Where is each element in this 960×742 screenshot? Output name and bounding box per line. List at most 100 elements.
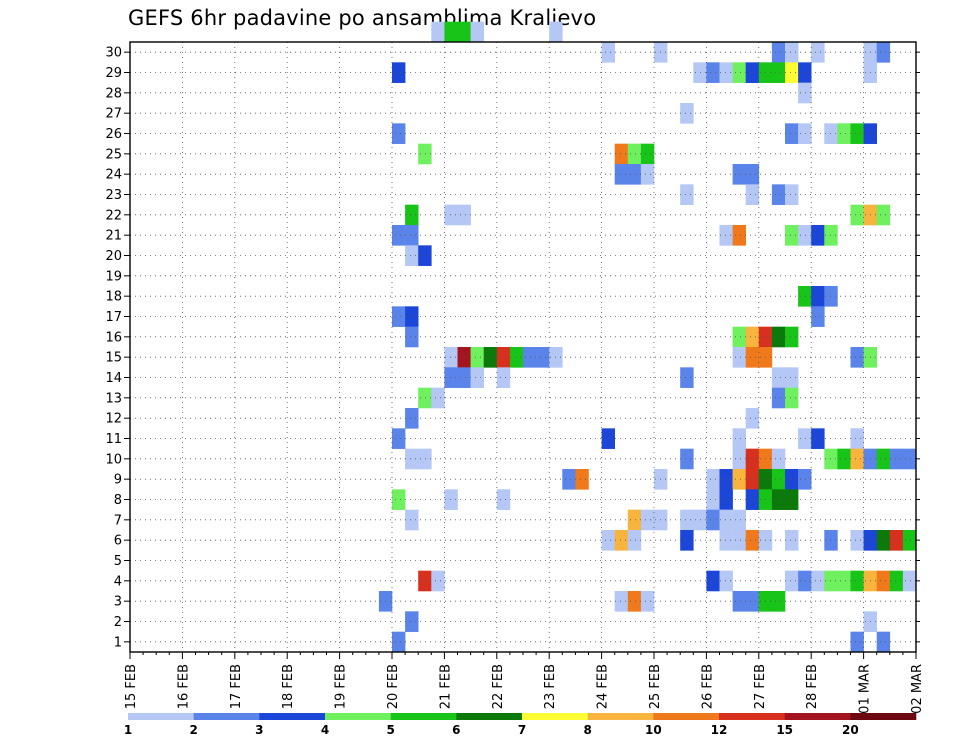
heatmap-cell [680, 367, 694, 388]
legend-label: 2 [189, 723, 197, 737]
y-tick-label: 8 [114, 493, 122, 508]
heatmap-cell [732, 62, 746, 83]
y-tick-label: 10 [105, 452, 122, 467]
y-tick-label: 16 [105, 330, 122, 345]
heatmap-cell [798, 225, 812, 246]
heatmap-cell [771, 448, 786, 470]
heatmap-cell [431, 21, 445, 43]
y-tick-label: 9 [114, 473, 122, 488]
heatmap-cell [732, 225, 746, 246]
heatmap-cell [706, 570, 720, 592]
heatmap-cell [876, 448, 891, 470]
chart-title: GEFS 6hr padavine po ansamblima Kraljevo [128, 6, 597, 30]
y-tick-label: 19 [105, 269, 122, 284]
heatmap-cell [745, 164, 760, 185]
heatmap-cell [418, 387, 432, 409]
heatmap-cell [732, 448, 746, 470]
heatmap-cell [392, 306, 406, 327]
x-axis: 15 FEB 16 FEB 17 FEB 18 FEB 19 FEB 20 FEB 21 F… [124, 652, 925, 714]
heatmap-cell [719, 225, 733, 246]
heatmap-cell [431, 387, 445, 409]
heatmap-cell [811, 570, 825, 592]
heatmap-cell [627, 530, 642, 551]
y-tick-label: 26 [105, 127, 122, 142]
heatmap-cell [706, 62, 720, 83]
y-tick-label: 24 [105, 168, 122, 183]
heatmap-cell [457, 347, 471, 368]
heatmap-cell [392, 489, 406, 510]
heatmap-cell [732, 509, 746, 531]
heatmap-cell [771, 591, 786, 612]
heatmap-cell [405, 225, 419, 246]
heatmap-cell [732, 428, 746, 449]
heatmap-cell [405, 306, 419, 327]
heatmap-cell [837, 570, 851, 592]
heatmap-cell [745, 469, 760, 490]
x-tick-label: 17 FEB [229, 664, 244, 709]
heatmap-cell [785, 326, 799, 348]
legend-label: 4 [321, 723, 329, 737]
heatmap-cell [811, 42, 825, 63]
heatmap-cell [470, 367, 484, 388]
legend-swatch [390, 713, 457, 720]
x-tick-label: 27 FEB [753, 664, 768, 709]
heatmap-cell [785, 387, 799, 409]
heatmap-cell [811, 225, 825, 246]
heatmap-cell [798, 469, 812, 490]
legend-swatch [653, 713, 720, 720]
heatmap-cell [798, 428, 812, 449]
x-tick-label: 28 FEB [805, 664, 820, 709]
heatmap-cell [706, 469, 720, 490]
heatmap-cell [798, 286, 812, 307]
x-tick-label: 02 MAR [910, 664, 925, 714]
heatmap-cell [771, 62, 786, 83]
heatmap-cell [457, 367, 471, 388]
y-tick-label: 2 [114, 615, 122, 630]
heatmap-cell [889, 570, 904, 592]
heatmap-cell [745, 530, 760, 551]
heatmap-cell [850, 204, 864, 226]
heatmap-cell [732, 469, 746, 490]
heatmap-cell [785, 184, 799, 205]
y-tick-label: 23 [105, 188, 122, 203]
heatmap-cell [771, 184, 786, 205]
legend-label: 3 [255, 723, 263, 737]
heatmap-cell [601, 428, 615, 449]
heatmap-cell [496, 347, 511, 368]
heatmap-cell [745, 326, 760, 348]
heatmap-cell [771, 387, 786, 409]
heatmap-cell [640, 164, 655, 185]
heatmap-cell [732, 591, 746, 612]
heatmap-cell [876, 570, 891, 592]
y-tick-label: 12 [105, 412, 122, 427]
heatmap-cell [798, 570, 812, 592]
y-tick-label: 6 [114, 534, 122, 549]
heatmap-cell [680, 509, 694, 531]
x-tick-label: 24 FEB [596, 664, 611, 709]
heatmap-cell [811, 428, 825, 449]
heatmap-cell [680, 103, 694, 124]
heatmap-cell [850, 347, 864, 368]
heatmap-cell [745, 448, 760, 470]
x-tick-label: 22 FEB [491, 664, 506, 709]
heatmap-cell [392, 225, 406, 246]
heatmap-cell [719, 509, 733, 531]
heatmap-cell [680, 184, 694, 205]
heatmap-cell [601, 42, 615, 63]
x-tick-label: 21 FEB [438, 664, 453, 709]
heatmap-cell [902, 570, 917, 592]
heatmap-cell [627, 591, 642, 612]
legend-swatch [128, 713, 194, 720]
heatmap-cell [837, 448, 851, 470]
heatmap-cell [771, 489, 786, 510]
heatmap-cell [536, 347, 550, 368]
x-tick-label: 01 MAR [858, 664, 873, 714]
heatmap-cell [614, 143, 629, 165]
heatmap-cell [785, 469, 799, 490]
legend-label: 8 [583, 723, 591, 737]
heatmap-cell [732, 164, 746, 185]
heatmap-cell [549, 21, 563, 43]
heatmap-cell [614, 591, 629, 612]
heatmap-cell [444, 21, 458, 43]
heatmap-cell [444, 347, 458, 368]
